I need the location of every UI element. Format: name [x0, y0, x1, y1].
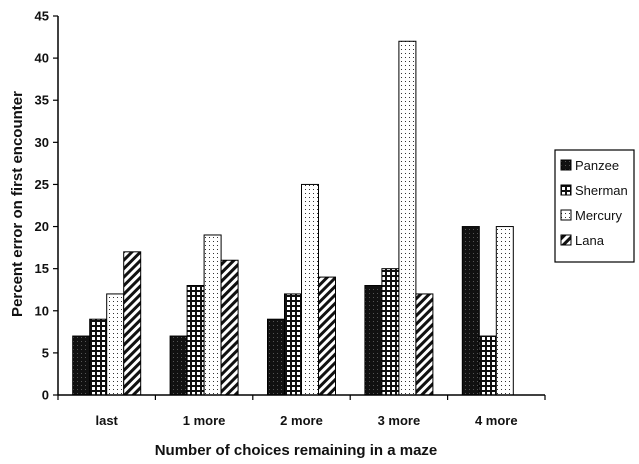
bar-panzee-1 [169, 335, 188, 396]
y-tick-label: 10 [35, 303, 49, 318]
bar-mercury-2 [301, 183, 319, 396]
bar-mercury-3 [398, 40, 417, 396]
bar-lana-3 [415, 293, 434, 396]
bar-lana-0 [123, 251, 142, 396]
x-tick-label: 4 more [475, 413, 518, 428]
y-tick-label: 20 [35, 219, 49, 234]
bar-panzee-3 [364, 285, 383, 396]
legend-swatch-sherman [560, 184, 572, 196]
legend-swatch-panzee [560, 159, 572, 171]
bars [72, 40, 514, 396]
y-tick-label: 45 [35, 9, 49, 24]
x-tick-label: last [95, 413, 118, 428]
bar-sherman-4 [478, 335, 497, 396]
bar-mercury-4 [495, 226, 514, 396]
legend-swatch-mercury [560, 209, 572, 221]
bar-sherman-2 [284, 293, 302, 396]
y-tick-label: 0 [42, 388, 49, 403]
legend-label-sherman: Sherman [575, 183, 628, 198]
bar-sherman-0 [89, 318, 108, 396]
x-axis-ticks: last 1 more 2 more 3 more 4 more [57, 395, 546, 428]
bar-lana-2 [318, 276, 336, 396]
legend-label-lana: Lana [575, 233, 605, 248]
x-tick-label: 3 more [378, 413, 421, 428]
bar-panzee-0 [72, 335, 91, 396]
x-tick-label: 2 more [280, 413, 323, 428]
bar-sherman-1 [186, 285, 205, 396]
bar-lana-1 [220, 259, 239, 396]
y-tick-label: 25 [35, 177, 49, 192]
x-axis-title: Number of choices remaining in a maze [155, 442, 438, 459]
legend: Panzee Sherman Mercury Lana [554, 149, 635, 263]
y-tick-label: 40 [35, 51, 49, 66]
bar-panzee-2 [267, 318, 285, 396]
legend-label-mercury: Mercury [575, 208, 622, 223]
bar-panzee-4 [461, 226, 480, 396]
y-tick-label: 35 [35, 93, 49, 108]
y-axis-title: Percent error on first encounter [9, 91, 26, 317]
bar-mercury-1 [203, 234, 222, 396]
y-axis-ticks: 0 5 10 15 20 25 30 35 40 45 [35, 9, 58, 403]
bar-mercury-0 [106, 293, 125, 396]
legend-label-panzee: Panzee [575, 158, 619, 173]
legend-swatch-lana [560, 234, 572, 246]
y-tick-label: 15 [35, 261, 49, 276]
y-tick-label: 30 [35, 135, 49, 150]
bar-sherman-3 [381, 268, 400, 396]
x-tick-label: 1 more [183, 413, 226, 428]
y-tick-label: 5 [42, 345, 49, 360]
